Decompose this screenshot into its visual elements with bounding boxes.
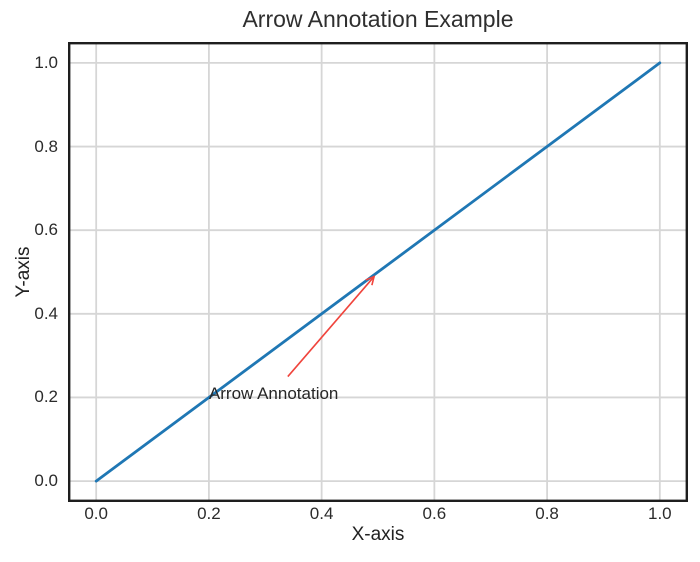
- y-axis-label: Y-axis: [13, 246, 34, 298]
- plot-area: [68, 42, 688, 502]
- chart-title: Arrow Annotation Example: [242, 6, 514, 32]
- x-tick-label: 0.8: [535, 504, 559, 523]
- data-line: [94, 61, 662, 483]
- y-tick-label: 0.4: [34, 303, 58, 323]
- y-tick-label: 0.2: [34, 387, 58, 407]
- plot-canvas: [68, 42, 688, 502]
- y-tick-label: 0.8: [34, 136, 58, 156]
- x-tick-label: 0.2: [197, 504, 221, 523]
- y-tick-label: 0.6: [34, 220, 58, 240]
- plot-border: [68, 42, 688, 502]
- y-tick-label: 0.0: [34, 471, 58, 491]
- annotation-label: Arrow Annotation: [208, 384, 339, 404]
- x-tick-label: 1.0: [647, 504, 672, 523]
- x-tick-label: 0.0: [84, 504, 108, 523]
- x-axis-label: X-axis: [351, 524, 405, 545]
- x-tick-label: 0.4: [309, 504, 334, 523]
- annotation-arrow: [287, 275, 376, 378]
- x-tick-label: 0.6: [422, 504, 447, 523]
- y-tick-label: 1.0: [34, 52, 58, 72]
